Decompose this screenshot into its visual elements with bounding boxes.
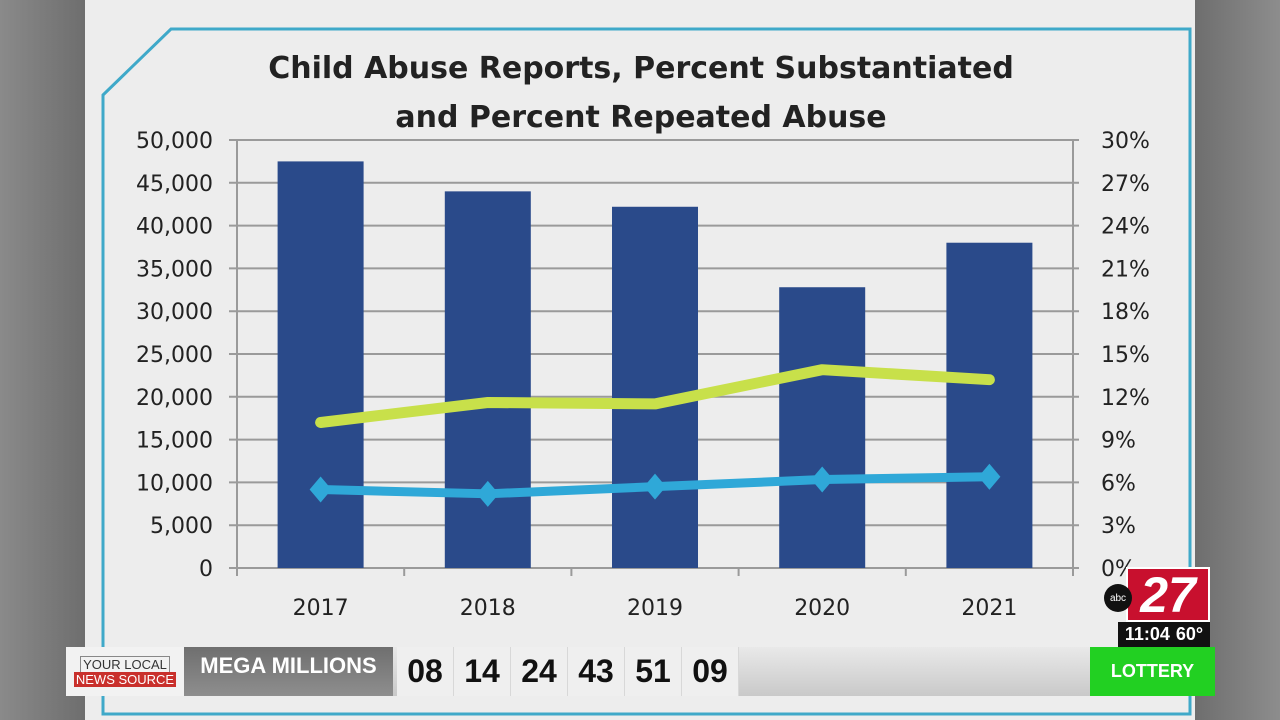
series-line — [315, 364, 995, 428]
network-logo: abc — [1104, 584, 1132, 612]
right-axis-tick: 27% — [1101, 172, 1150, 197]
left-axis-tick: 20,000 — [136, 386, 213, 411]
station-logo: YOUR LOCAL NEWS SOURCE — [66, 647, 184, 696]
chart-frame — [101, 27, 1192, 716]
marker-2021 — [978, 463, 1001, 490]
bar-2021 — [946, 242, 1033, 568]
marker-2017 — [309, 476, 332, 503]
left-axis-tick: 35,000 — [136, 257, 213, 282]
left-axis-tick: 10,000 — [136, 471, 213, 496]
left-axis-tick: 30,000 — [136, 300, 213, 325]
left-axis-tick: 50,000 — [136, 129, 213, 154]
marker-2019 — [644, 473, 666, 500]
right-axis-tick: 18% — [1101, 300, 1150, 325]
right-axis-tick: 12% — [1101, 386, 1150, 411]
right-axis-tick: 9% — [1101, 429, 1136, 454]
channel-logo: 27 — [1126, 567, 1210, 622]
chart-title-line1: Child Abuse Reports, Percent Substantiat… — [268, 51, 1014, 86]
marker-2018 — [476, 480, 499, 507]
bar-2020 — [779, 287, 866, 568]
right-axis-tick: 21% — [1101, 257, 1150, 282]
x-axis-label: 2017 — [293, 596, 349, 621]
lottery-number: 24 — [511, 647, 568, 696]
bar-2019 — [612, 206, 698, 568]
right-axis-tick: 15% — [1101, 343, 1150, 368]
bar-2017 — [277, 161, 364, 568]
lottery-numbers: 08 14 24 43 51 09 — [397, 647, 739, 696]
x-axis-label: 2018 — [460, 596, 516, 621]
news-ticker: YOUR LOCAL NEWS SOURCE MEGA MILLIONS 08 … — [66, 647, 1216, 696]
right-axis-tick: 24% — [1101, 215, 1150, 240]
background-left — [0, 0, 85, 720]
bar-2018 — [444, 191, 531, 569]
x-axis-label: 2019 — [627, 596, 683, 621]
left-axis-tick: 25,000 — [136, 343, 213, 368]
logo-line1: YOUR LOCAL — [80, 656, 170, 672]
ticker-category: MEGA MILLIONS — [184, 647, 393, 696]
lottery-number: 43 — [568, 647, 625, 696]
lottery-number: 09 — [682, 647, 739, 696]
marker-2020 — [811, 466, 834, 493]
right-axis-tick: 30% — [1101, 129, 1150, 154]
station-bug: 27 abc 11:04 60° — [1104, 567, 1210, 647]
left-axis-tick: 45,000 — [136, 172, 213, 197]
lottery-number: 14 — [454, 647, 511, 696]
lottery-number: 51 — [625, 647, 682, 696]
x-axis-label: 2020 — [794, 596, 850, 621]
time-temp: 11:04 60° — [1118, 622, 1210, 647]
chart-title-line2: and Percent Repeated Abuse — [395, 100, 886, 135]
ticker-section-label: LOTTERY — [1090, 647, 1215, 696]
left-axis-tick: 40,000 — [136, 215, 213, 240]
left-axis-tick: 0 — [199, 557, 213, 582]
temperature: 60° — [1175, 624, 1204, 644]
logo-line2: NEWS SOURCE — [73, 672, 177, 687]
lottery-number: 08 — [397, 647, 454, 696]
left-axis-tick: 15,000 — [136, 429, 213, 454]
time: 11:04 — [1124, 624, 1170, 644]
right-axis-tick: 6% — [1101, 471, 1136, 496]
x-axis-label: 2021 — [961, 596, 1017, 621]
left-axis-tick: 5,000 — [150, 514, 213, 539]
right-axis-tick: 3% — [1101, 514, 1136, 539]
